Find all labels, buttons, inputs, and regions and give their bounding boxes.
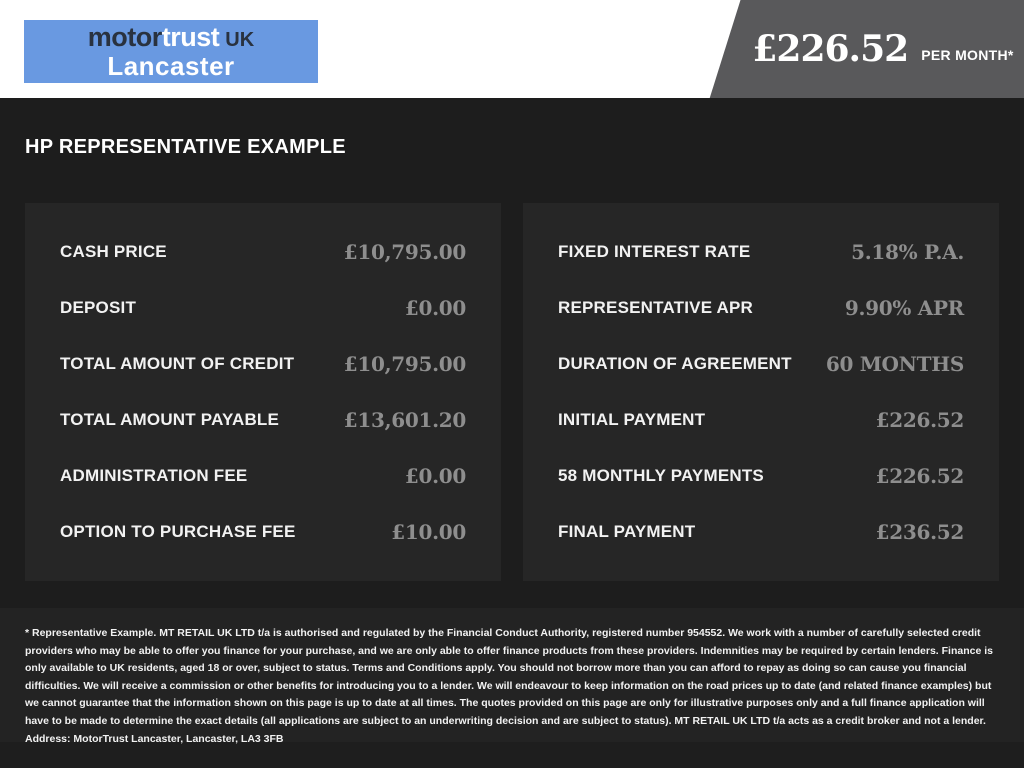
finance-label: TOTAL AMOUNT OF CREDIT <box>60 354 295 373</box>
finance-value: £226.52 <box>875 408 965 432</box>
finance-label: DEPOSIT <box>60 298 137 317</box>
page-title: HP REPRESENTATIVE EXAMPLE <box>25 136 346 158</box>
finance-value: 9.90% APR <box>844 296 964 320</box>
finance-label: ADMINISTRATION FEE <box>60 466 248 485</box>
finance-row-apr: REPRESENTATIVE APR 9.90% APR <box>558 280 964 336</box>
finance-panel-right: FIXED INTEREST RATE 5.18% P.A. REPRESENT… <box>523 203 999 581</box>
finance-row-final-payment: FINAL PAYMENT £236.52 <box>558 504 964 560</box>
finance-value: £10.00 <box>391 520 466 544</box>
finance-label: TOTAL AMOUNT PAYABLE <box>60 410 280 429</box>
finance-row-duration: DURATION OF AGREEMENT 60 MONTHS <box>558 336 964 392</box>
finance-value: £236.52 <box>875 520 965 544</box>
legal-footnote-text: * Representative Example. MT RETAIL UK L… <box>25 627 993 745</box>
finance-label: FINAL PAYMENT <box>558 522 696 541</box>
finance-value: £13,601.20 <box>343 408 467 432</box>
legal-footnote-section: * Representative Example. MT RETAIL UK L… <box>0 608 1024 768</box>
dealer-logo: motortrust UK Lancaster <box>24 20 318 83</box>
finance-value: £0.00 <box>404 296 466 320</box>
finance-row-interest-rate: FIXED INTEREST RATE 5.18% P.A. <box>558 224 964 280</box>
finance-label: INITIAL PAYMENT <box>558 410 706 429</box>
monthly-price-amount: £226.52 <box>752 28 909 70</box>
finance-value: £226.52 <box>875 464 965 488</box>
monthly-price-period: PER MONTH* <box>921 47 1014 63</box>
finance-label: REPRESENTATIVE APR <box>558 298 754 317</box>
finance-label: 58 MONTHLY PAYMENTS <box>558 466 764 485</box>
finance-row-initial-payment: INITIAL PAYMENT £226.52 <box>558 392 964 448</box>
finance-label: OPTION TO PURCHASE FEE <box>60 522 296 541</box>
finance-panel-left: CASH PRICE £10,795.00 DEPOSIT £0.00 TOTA… <box>25 203 501 581</box>
finance-panels: CASH PRICE £10,795.00 DEPOSIT £0.00 TOTA… <box>25 203 999 581</box>
header: motortrust UK Lancaster £226.52 PER MONTH… <box>0 0 1024 98</box>
logo-brand-uk: UK <box>225 29 255 51</box>
finance-value: £0.00 <box>404 464 466 488</box>
finance-row-admin-fee: ADMINISTRATION FEE £0.00 <box>60 448 466 504</box>
logo-brand-trust: trust <box>161 22 220 52</box>
logo-location: Lancaster <box>107 51 235 82</box>
finance-row-deposit: DEPOSIT £0.00 <box>60 280 466 336</box>
finance-value: 60 MONTHS <box>825 352 964 376</box>
finance-label: CASH PRICE <box>60 242 167 261</box>
finance-value: 5.18% P.A. <box>851 240 964 264</box>
monthly-price-banner: £226.52 PER MONTH* <box>709 0 1024 98</box>
finance-row-option-fee: OPTION TO PURCHASE FEE £10.00 <box>60 504 466 560</box>
main-content: HP REPRESENTATIVE EXAMPLE CASH PRICE £10… <box>0 98 1024 581</box>
footer-strip <box>0 742 1024 768</box>
finance-value: £10,795.00 <box>343 240 467 264</box>
finance-label: DURATION OF AGREEMENT <box>558 354 792 373</box>
logo-brand-line: motortrust UK <box>24 22 318 52</box>
finance-row-cash-price: CASH PRICE £10,795.00 <box>60 224 466 280</box>
finance-value: £10,795.00 <box>343 352 467 376</box>
finance-row-monthly-payments: 58 MONTHLY PAYMENTS £226.52 <box>558 448 964 504</box>
finance-label: FIXED INTEREST RATE <box>558 242 751 261</box>
finance-row-total-payable: TOTAL AMOUNT PAYABLE £13,601.20 <box>60 392 466 448</box>
finance-row-total-credit: TOTAL AMOUNT OF CREDIT £10,795.00 <box>60 336 466 392</box>
logo-brand-motor: motor <box>87 22 163 52</box>
